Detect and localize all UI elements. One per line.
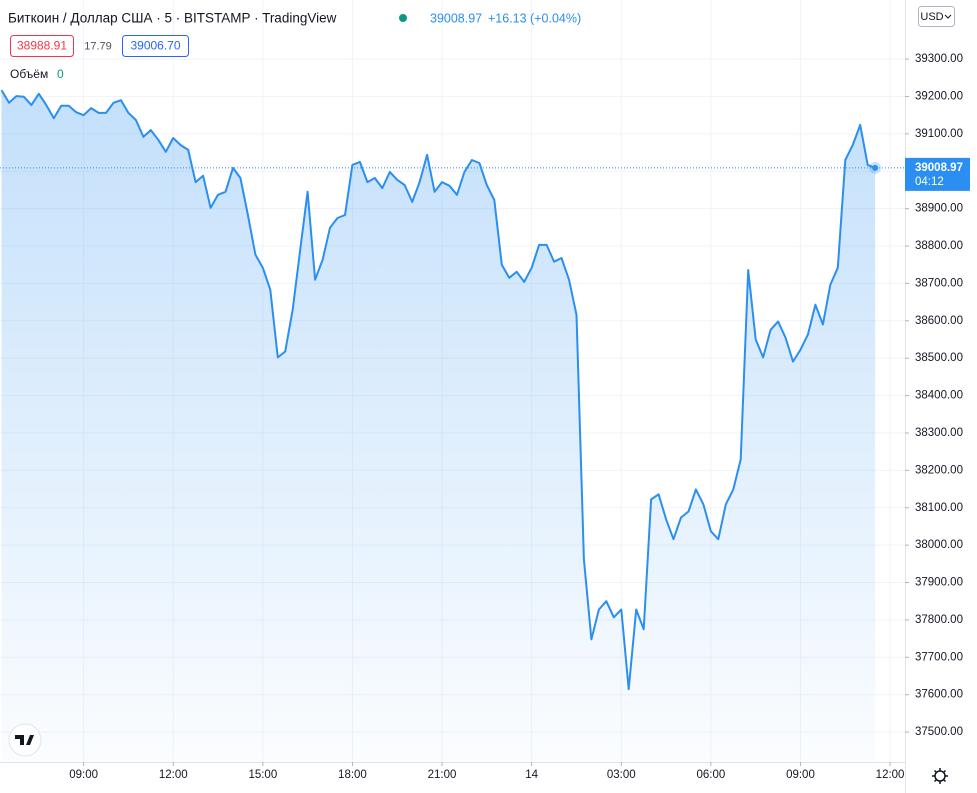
- x-tick-label: 12:00: [876, 769, 905, 781]
- last-point: [872, 164, 879, 171]
- y-tick-label: 37900.00: [915, 577, 963, 589]
- axes: 37500.00 37600.00 37700.00 37800.00 37900.00…: [69, 53, 963, 781]
- bid-price: 38988.91: [17, 39, 67, 53]
- y-tick-label: 38500.00: [915, 352, 963, 364]
- spread: 17.79: [84, 40, 112, 52]
- price-marker: 39008.97 04:12: [905, 157, 970, 191]
- x-tick-label: 06:00: [696, 769, 725, 781]
- header-change: +16.13 (+0.04%): [488, 11, 581, 25]
- y-tick-label: 38300.00: [915, 427, 963, 439]
- y-tick-label: 37800.00: [915, 614, 963, 626]
- y-tick-label: 38700.00: [915, 277, 963, 289]
- bid-box[interactable]: [10, 35, 74, 57]
- volume-value: 0: [57, 67, 64, 81]
- header-price: 39008.97: [430, 11, 482, 25]
- y-tick-label: 39200.00: [915, 90, 963, 102]
- symbol-title: Биткоин / Доллар США · 5 · BITSTAMP · Tr…: [8, 11, 337, 26]
- ask-box[interactable]: [122, 35, 189, 57]
- y-tick-label: 37700.00: [915, 651, 963, 663]
- currency-caret: [944, 14, 952, 19]
- x-tick-label: 03:00: [607, 769, 636, 781]
- settings-icon-rays: [932, 768, 948, 784]
- last-price-box: [905, 157, 970, 191]
- y-tick-label: 38600.00: [915, 315, 963, 327]
- ask-price: 39006.70: [130, 39, 180, 53]
- y-tick-label: 38400.00: [915, 390, 963, 402]
- currency: USD: [920, 11, 943, 23]
- y-tick-label: 38200.00: [915, 464, 963, 476]
- x-tick-label: 09:00: [786, 769, 815, 781]
- x-tick-label: 09:00: [69, 769, 98, 781]
- y-tick-label: 38800.00: [915, 240, 963, 252]
- y-tick-label: 39100.00: [915, 128, 963, 140]
- market-status: [399, 14, 407, 22]
- area-fill: [1, 90, 876, 763]
- y-tick-label: 38900.00: [915, 203, 963, 215]
- x-tick-label: 14: [525, 769, 538, 781]
- currency-button[interactable]: [918, 6, 955, 27]
- plot: [0, 89, 905, 763]
- volume-label: Объём: [10, 67, 48, 81]
- x-tick-label: 15:00: [248, 769, 277, 781]
- x-tick-label: 18:00: [338, 769, 367, 781]
- y-tick-label: 39300.00: [915, 53, 963, 65]
- price-line: [0, 89, 876, 691]
- x-tick-label: 12:00: [159, 769, 188, 781]
- y-tick-label: 38000.00: [915, 539, 963, 551]
- y-tick-label: 37500.00: [915, 726, 963, 738]
- countdown: 04:12: [915, 176, 944, 188]
- y-tick-label: 38100.00: [915, 502, 963, 514]
- x-tick-label: 21:00: [428, 769, 457, 781]
- last-price-label: 39008.97: [915, 162, 963, 174]
- logo[interactable]: [8, 723, 42, 757]
- logo-mark: [15, 735, 34, 745]
- y-tick-label: 37600.00: [915, 689, 963, 701]
